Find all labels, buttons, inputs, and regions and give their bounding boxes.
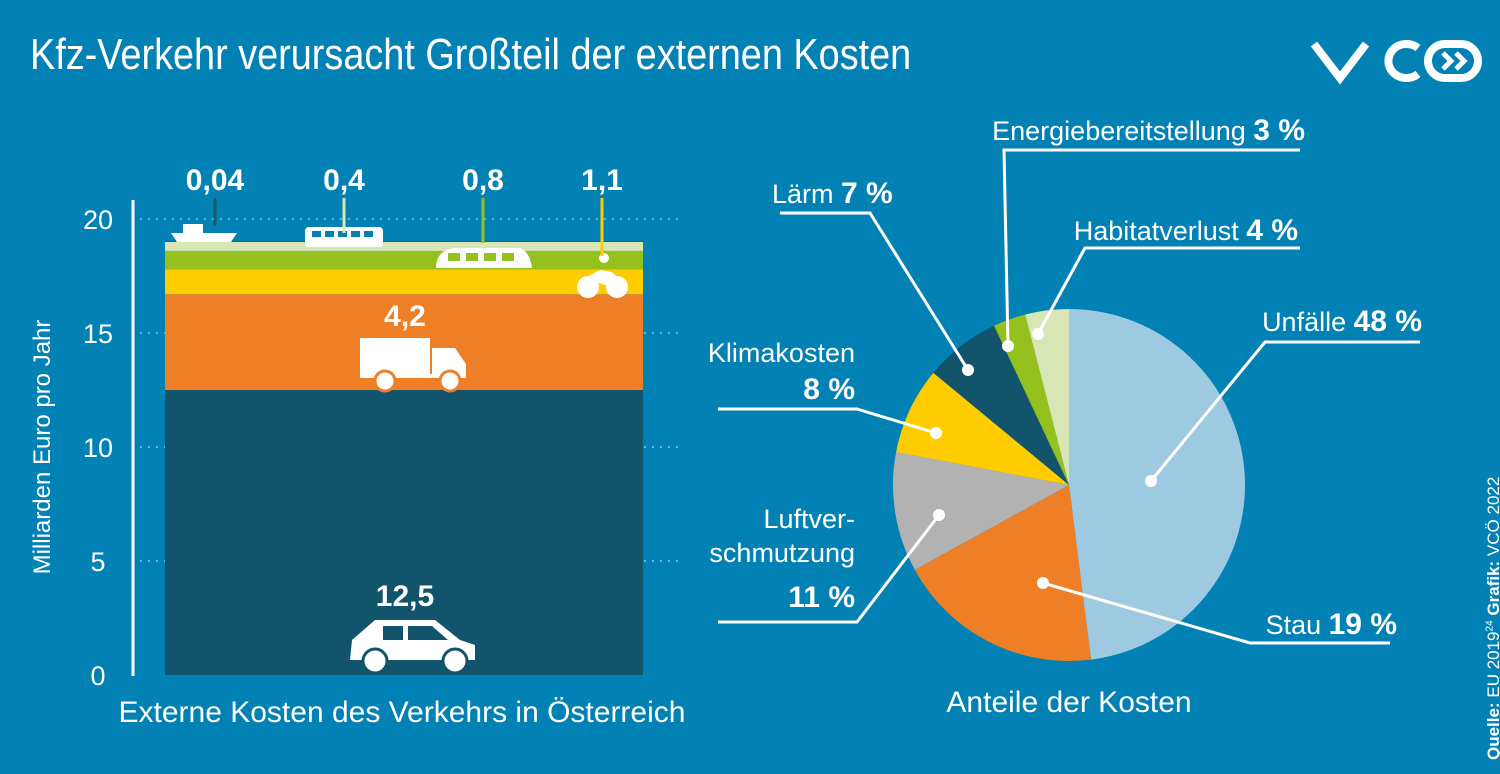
pie-label-luft: schmutzung: [709, 538, 855, 568]
bar-value-label: 4,2: [384, 300, 426, 333]
y-tick-label: 10: [83, 433, 113, 463]
bus-window: [364, 231, 373, 237]
leader-line: [718, 514, 941, 624]
wheel: [373, 369, 397, 393]
slice-value: 7 %: [841, 177, 893, 210]
bar-value-label: 0,04: [186, 164, 245, 197]
bar-value-label: 0,8: [462, 164, 504, 197]
wheel: [577, 276, 599, 298]
slice-name: Habitatverlust: [1074, 216, 1247, 246]
source-note: Quelle: EU 201924 Grafik: VCÖ 2022: [1484, 476, 1500, 760]
leader-line: [1002, 148, 1300, 347]
pie-label-stau: Stau 19 %: [1266, 608, 1397, 641]
bus-window: [338, 231, 347, 237]
vco-logo: [1310, 40, 1482, 85]
truck-icon: [360, 338, 466, 393]
page-title: Kfz-Verkehr verursacht Großteil der exte…: [30, 30, 912, 79]
wheel: [441, 647, 469, 675]
leader-dot: [930, 427, 942, 439]
pie-label-laerm: Lärm 7 %: [772, 177, 893, 210]
truck-box: [360, 338, 430, 374]
leader-line: [1036, 246, 1300, 335]
x-axis-label: Externe Kosten des Verkehrs in Österreic…: [119, 696, 686, 729]
leader-dot: [1037, 577, 1049, 589]
slice-name: Unfälle: [1262, 307, 1354, 337]
bar-segment-bus: [165, 241, 643, 251]
leader-dot: [1002, 340, 1014, 352]
motorcycle-icon: [577, 253, 628, 298]
slice-value: 3 %: [1253, 114, 1305, 147]
pie-slice-energiebereitstellung: [994, 314, 1069, 485]
car-icon: [350, 620, 475, 675]
truck-cab: [360, 348, 466, 378]
wheel: [438, 369, 462, 393]
slice-name: Stau: [1266, 610, 1329, 640]
leader-dot: [962, 364, 974, 376]
leader-dot: [1032, 328, 1044, 340]
moto-body: [585, 270, 622, 285]
pie-slice-unfälle: [1069, 309, 1245, 660]
tram-window: [484, 253, 496, 261]
ship-hull: [171, 233, 237, 242]
y-tick-label: 15: [83, 319, 113, 349]
y-tick-label: 0: [90, 661, 105, 691]
pie-label-unfaelle: Unfälle 48 %: [1262, 305, 1422, 338]
leader-line: [1149, 340, 1420, 482]
tram-window: [466, 253, 478, 261]
bar-segment-motorrad: [165, 269, 643, 295]
pie-slice-klimakosten: [896, 372, 1069, 485]
bar-value-label: 1,1: [581, 164, 623, 197]
pie-title: Anteile der Kosten: [946, 686, 1191, 719]
bar-segment-bahn: [165, 250, 643, 270]
leader-line: [1042, 581, 1390, 645]
leader-dot: [1145, 475, 1157, 487]
slice-name: Energiebereitstellung: [992, 116, 1253, 146]
bar-segment-schiff: [165, 240, 643, 242]
slice-value: 4 %: [1246, 214, 1298, 247]
pie-label-klima: Klimakosten: [708, 338, 855, 368]
bus-window: [351, 231, 360, 237]
slice-value: 8 %: [803, 373, 855, 406]
leader-line: [780, 211, 970, 371]
pie-label-habitat: Habitatverlust 4 %: [1074, 214, 1298, 247]
car-window: [408, 626, 448, 640]
tram-window: [448, 253, 460, 261]
bus-icon: [305, 227, 383, 247]
leader-line: [718, 407, 937, 435]
pie-slice-stau: [914, 485, 1092, 661]
slice-value: 48 %: [1354, 305, 1422, 338]
ship-icon: [171, 224, 237, 242]
ship-cabin: [183, 224, 203, 233]
leader-dot: [933, 509, 945, 521]
car-window: [383, 626, 403, 640]
bar-value-label: 0,4: [323, 164, 365, 197]
y-tick-label: 20: [83, 205, 113, 235]
bus-window: [312, 231, 321, 237]
pie-label-luft: Luftver-: [763, 504, 855, 534]
pie-label-energie: Energiebereitstellung 3 %: [992, 114, 1305, 147]
slice-value: 19 %: [1329, 608, 1397, 641]
wheel: [361, 647, 389, 675]
tram-window: [502, 253, 514, 261]
pie-slice-luftverschmutzung: [893, 452, 1069, 570]
tram-icon: [436, 248, 532, 268]
slice-name: Lärm: [772, 179, 841, 209]
y-tick-label: 5: [90, 547, 105, 577]
slice-value: 11 %: [788, 581, 855, 614]
y-axis-label: Milliarden Euro pro Jahr: [29, 320, 56, 575]
bar-value-label: 12,5: [376, 580, 434, 613]
pie-slice-habitatverlust: [1025, 309, 1069, 485]
bus-window: [325, 231, 334, 237]
